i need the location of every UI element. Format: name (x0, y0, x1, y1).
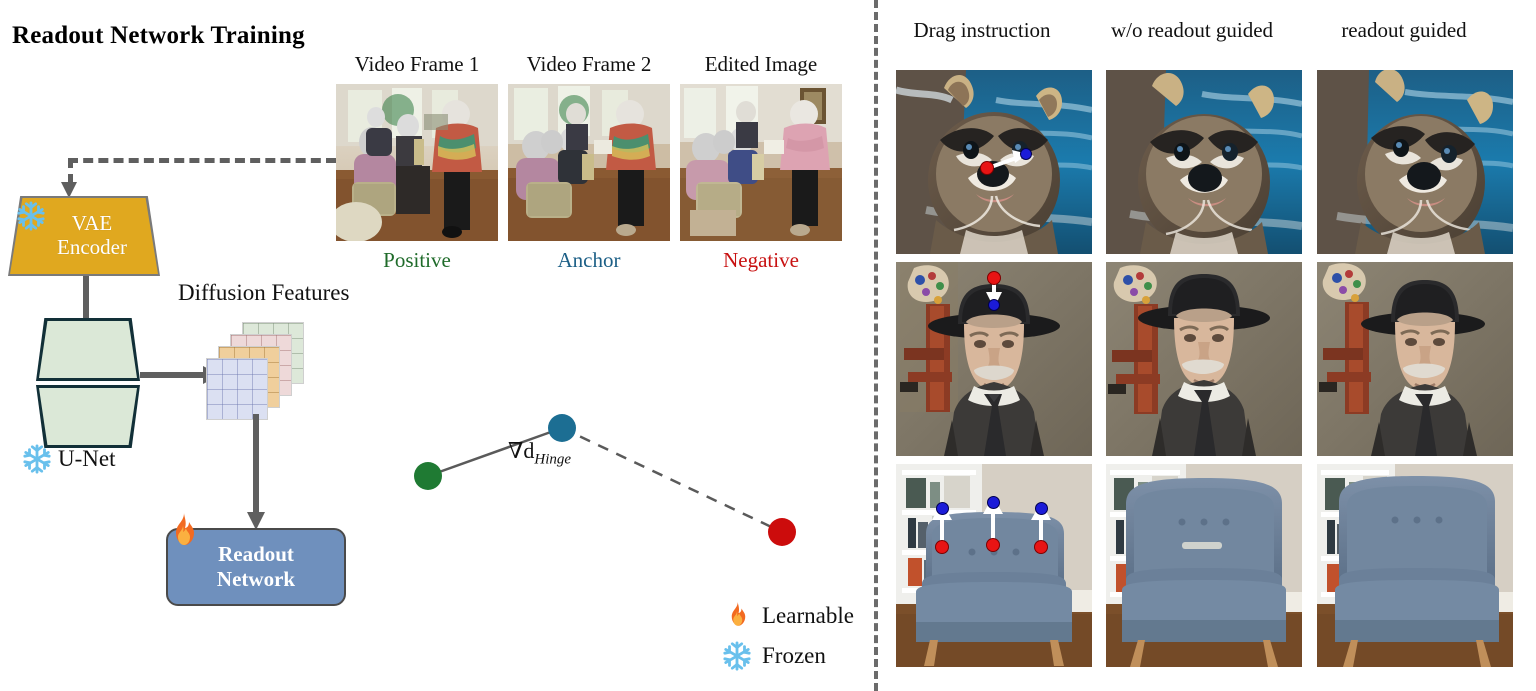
node-anchor (548, 414, 576, 442)
drag-target-point[interactable] (1020, 148, 1032, 160)
drag-source-point-right[interactable] (1034, 540, 1048, 554)
connector-vae-to-unet (83, 276, 89, 320)
edited-image (680, 84, 842, 241)
video-frame-2-image (508, 84, 670, 241)
legend: Learnable Frozen (722, 596, 854, 676)
hinge-gradient-symbol: ∇d (508, 438, 535, 463)
snowflake-icon (23, 444, 51, 474)
left-panel-readout-training: Readout Network Training (8, 22, 854, 676)
right-panel-results: Drag instruction w/o readout guided read… (878, 0, 1536, 691)
vae-encoder-label-line1: VAE (71, 211, 113, 236)
results-header-readout-guided: readout guided (1341, 18, 1467, 42)
panel-divider (874, 0, 878, 691)
drag-source-point-center[interactable] (986, 538, 1000, 552)
triplet-header-1: Video Frame 1 (354, 52, 480, 76)
diffusion-features-label: Diffusion Features (178, 280, 350, 305)
vae-encoder-fill (10, 198, 158, 274)
triplet-loss-diagram: ∇dHinge (390, 390, 820, 560)
flame-icon (731, 601, 746, 626)
hinge-gradient-label: ∇dHinge (508, 438, 571, 468)
triplet-header-2: Video Frame 2 (526, 52, 652, 76)
arrowhead-to-vae (61, 182, 77, 198)
armchair-without-readout-image (1106, 464, 1302, 667)
raccoon-readout-guided-image (1317, 70, 1513, 254)
connector-features-to-readout (253, 414, 259, 514)
arrowhead-to-readout (247, 512, 265, 530)
drag-arrow-raccoon (987, 150, 1028, 170)
legend-item-frozen: Frozen (722, 636, 854, 676)
unet-block (36, 318, 140, 448)
triplet-header-3: Edited Image (704, 52, 818, 76)
unet-top-fill (39, 321, 137, 378)
snowflake-icon (17, 201, 45, 231)
drag-target-point-left[interactable] (936, 502, 949, 515)
vae-encoder-block: VAE Encoder (8, 196, 160, 276)
legend-label-learnable: Learnable (762, 603, 854, 628)
readout-network-label-line1: Readout (218, 542, 294, 567)
results-header-drag-instruction: Drag instruction (913, 18, 1051, 42)
hinge-gradient-subscript: Hinge (534, 451, 572, 468)
drag-arrows-armchair (932, 496, 1051, 547)
readout-network-label-line2: Network (216, 567, 296, 591)
drag-source-point[interactable] (987, 271, 1001, 285)
drag-source-point-left[interactable] (935, 540, 949, 554)
drag-arrow-portrait (986, 280, 1002, 308)
drag-target-point-center[interactable] (987, 496, 1000, 509)
drag-target-point[interactable] (988, 299, 1000, 311)
legend-label-frozen: Frozen (762, 643, 826, 668)
vae-encoder-label-line2: Encoder (57, 235, 127, 259)
raccoon-without-readout-image (1106, 70, 1302, 254)
node-negative (768, 518, 796, 546)
feature-grid-blue (206, 358, 268, 420)
dashed-connector-horizontal (68, 158, 336, 163)
readout-network-box: Readout Network (166, 528, 346, 606)
portrait-without-readout-image (1106, 262, 1302, 456)
unet-bottom-fill (39, 388, 137, 445)
video-frame-1-image (336, 84, 498, 241)
portrait-readout-guided-image (1317, 262, 1513, 456)
dashed-connector-vertical (68, 158, 73, 184)
triplet-caption-1: Positive (383, 248, 451, 272)
armchair-readout-guided-image (1317, 464, 1513, 667)
unet-label: U-Net (58, 446, 116, 471)
raccoon-drag-instruction-image (896, 70, 1092, 254)
vae-encoder-label: VAE Encoder (8, 196, 160, 276)
triplet-loss-edges (427, 426, 783, 534)
node-positive (414, 462, 442, 490)
snowflake-icon (723, 641, 751, 671)
drag-target-point-right[interactable] (1035, 502, 1048, 515)
portrait-drag-instruction-image (896, 262, 1092, 456)
flame-icon (176, 513, 194, 545)
legend-item-learnable: Learnable (722, 596, 854, 636)
unet-caption: U-Net (22, 444, 115, 474)
triplet-caption-2: Anchor (557, 248, 621, 272)
diffusion-features-stack (206, 322, 306, 420)
results-header-without-readout: w/o readout guided (1110, 18, 1274, 42)
triplet-caption-3: Negative (723, 248, 799, 272)
drag-source-point[interactable] (980, 161, 994, 175)
armchair-drag-instruction-image (896, 464, 1092, 667)
page-title: Readout Network Training (12, 22, 305, 49)
connector-unet-to-features (140, 372, 206, 378)
